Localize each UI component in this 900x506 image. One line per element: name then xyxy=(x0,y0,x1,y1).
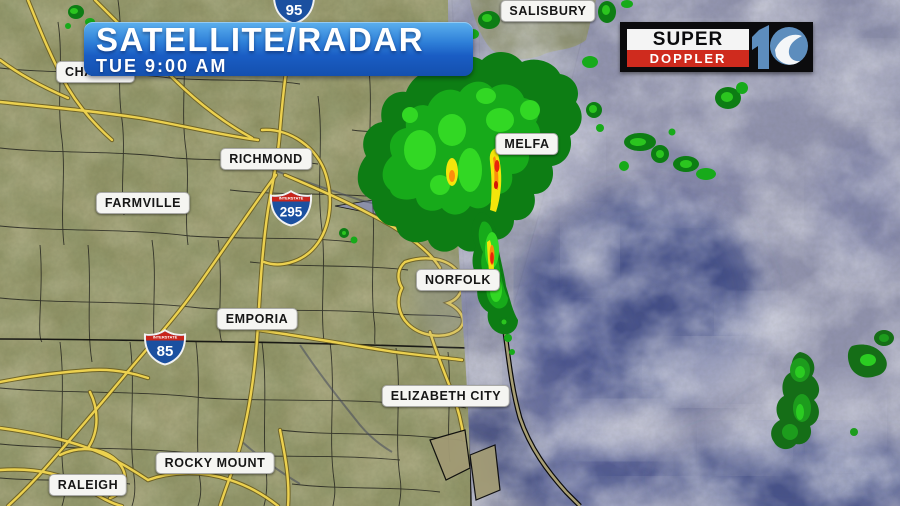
radar-echoes xyxy=(65,0,894,450)
interstate-85-shield: INTERSTATE 85 xyxy=(143,328,187,366)
interstate-295-shield: INTERSTATE 295 xyxy=(269,189,313,227)
logo-super-text: SUPER xyxy=(627,28,749,50)
city-label-rocky-mount: ROCKY MOUNT xyxy=(155,452,275,474)
channel-10-wave-icon xyxy=(752,25,808,69)
title-banner: SATELLITE/RADAR TUE 9:00 AM xyxy=(84,22,473,76)
svg-text:INTERSTATE: INTERSTATE xyxy=(279,196,304,201)
city-label-norfolk: NORFOLK xyxy=(416,269,500,291)
timestamp: TUE 9:00 AM xyxy=(96,56,228,76)
logo-doppler-text: DOPPLER xyxy=(627,49,749,67)
svg-text:INTERSTATE: INTERSTATE xyxy=(153,335,178,340)
page-title: SATELLITE/RADAR xyxy=(96,21,425,58)
city-label-emporia: EMPORIA xyxy=(216,308,298,330)
city-label-farmville: FARMVILLE xyxy=(95,192,191,214)
super-doppler-10-logo: SUPER DOPPLER xyxy=(620,22,813,72)
state-line xyxy=(0,338,467,349)
city-label-melfa: MELFA xyxy=(495,133,559,155)
city-label-richmond: RICHMOND xyxy=(220,148,312,170)
logo-wordmark: SUPER DOPPLER xyxy=(627,28,749,67)
svg-text:295: 295 xyxy=(280,205,303,220)
roads xyxy=(0,0,467,506)
interstate-95-shield: INTERSTATE 95 xyxy=(272,0,316,25)
svg-text:85: 85 xyxy=(157,343,174,360)
city-label-elizabeth-city: ELIZABETH CITY xyxy=(381,385,511,407)
city-label-salisbury: SALISBURY xyxy=(500,0,596,22)
svg-text:95: 95 xyxy=(286,2,303,19)
city-label-raleigh: RALEIGH xyxy=(48,474,128,496)
